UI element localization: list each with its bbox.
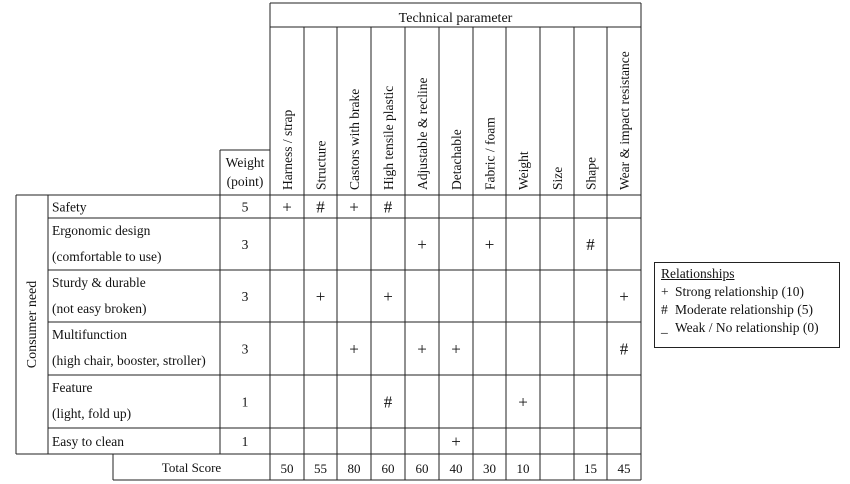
need-label: (light, fold up) bbox=[52, 406, 131, 421]
relationship-mark: + bbox=[383, 287, 393, 306]
relationship-mark: + bbox=[451, 432, 461, 451]
total-score-value: 60 bbox=[382, 461, 395, 476]
parameter-label: Detachable bbox=[449, 129, 464, 190]
legend-symbol: _ bbox=[661, 320, 668, 335]
total-score-label: Total Score bbox=[162, 460, 222, 475]
legend-item-weak: _ Weak / No relationship (0) bbox=[661, 319, 833, 337]
relationship-mark: + bbox=[282, 198, 292, 217]
relationship-legend: Relationships + Strong relationship (10) … bbox=[654, 262, 840, 348]
weight-value: 3 bbox=[242, 237, 249, 252]
relationship-mark: + bbox=[417, 235, 427, 254]
relationship-mark: # bbox=[620, 340, 629, 359]
weight-value: 1 bbox=[242, 395, 249, 410]
legend-symbol: # bbox=[661, 302, 668, 317]
total-score-value: 55 bbox=[314, 461, 327, 476]
total-score-value: 50 bbox=[281, 461, 294, 476]
parameter-label: Wear & impact resistance bbox=[617, 51, 632, 190]
relationship-mark: + bbox=[417, 340, 427, 359]
weight-header: Weight bbox=[226, 155, 265, 170]
total-score-value: 60 bbox=[416, 461, 429, 476]
consumer-need-label: Consumer need bbox=[25, 281, 40, 368]
total-score-value: 30 bbox=[483, 461, 496, 476]
parameter-label: High tensile plastic bbox=[381, 86, 396, 190]
parameter-label: Weight bbox=[516, 151, 531, 190]
legend-symbol: + bbox=[661, 284, 669, 299]
legend-title: Relationships bbox=[661, 266, 735, 281]
parameter-label: Castors with brake bbox=[347, 89, 362, 190]
relationship-mark: + bbox=[451, 340, 461, 359]
need-label: Easy to clean bbox=[52, 434, 124, 449]
need-label: (high chair, booster, stroller) bbox=[52, 353, 206, 368]
need-label: (not easy broken) bbox=[52, 301, 146, 316]
parameter-label: Adjustable & recline bbox=[415, 78, 430, 190]
need-label: Feature bbox=[52, 380, 92, 395]
need-label: Safety bbox=[52, 200, 87, 215]
weight-value: 3 bbox=[242, 342, 249, 357]
relationship-mark: # bbox=[384, 393, 393, 412]
relationship-mark: + bbox=[485, 235, 495, 254]
relationship-mark: + bbox=[349, 340, 359, 359]
parameter-label: Harness / strap bbox=[280, 110, 295, 190]
relationship-mark: + bbox=[619, 287, 629, 306]
total-score-value: 80 bbox=[348, 461, 361, 476]
parameter-label: Size bbox=[550, 167, 565, 190]
relationship-mark: # bbox=[316, 198, 325, 217]
need-label: (comfortable to use) bbox=[52, 249, 161, 264]
weight-header: (point) bbox=[227, 174, 264, 189]
legend-text: Moderate relationship (5) bbox=[675, 302, 813, 317]
total-score-value: 45 bbox=[618, 461, 631, 476]
parameter-label: Shape bbox=[584, 157, 599, 190]
legend-item-strong: + Strong relationship (10) bbox=[661, 283, 833, 301]
legend-text: Weak / No relationship (0) bbox=[675, 320, 819, 335]
weight-value: 5 bbox=[242, 200, 249, 215]
parameter-label: Fabric / foam bbox=[483, 117, 498, 190]
need-label: Ergonomic design bbox=[52, 223, 151, 238]
need-label: Sturdy & durable bbox=[52, 275, 146, 290]
relationship-mark: + bbox=[349, 198, 359, 217]
parameter-label: Structure bbox=[314, 141, 329, 191]
relationship-mark: + bbox=[316, 287, 326, 306]
total-score-value: 40 bbox=[450, 461, 463, 476]
weight-value: 3 bbox=[242, 289, 249, 304]
total-score-value: 15 bbox=[584, 461, 597, 476]
total-score-value: 10 bbox=[517, 461, 530, 476]
relationship-mark: + bbox=[518, 393, 528, 412]
relationship-mark: # bbox=[384, 198, 393, 217]
relationship-mark: # bbox=[586, 235, 595, 254]
legend-item-moderate: # Moderate relationship (5) bbox=[661, 301, 833, 319]
legend-text: Strong relationship (10) bbox=[675, 284, 804, 299]
need-label: Multifunction bbox=[52, 327, 127, 342]
technical-parameter-title: Technical parameter bbox=[399, 11, 513, 26]
weight-value: 1 bbox=[242, 434, 249, 449]
